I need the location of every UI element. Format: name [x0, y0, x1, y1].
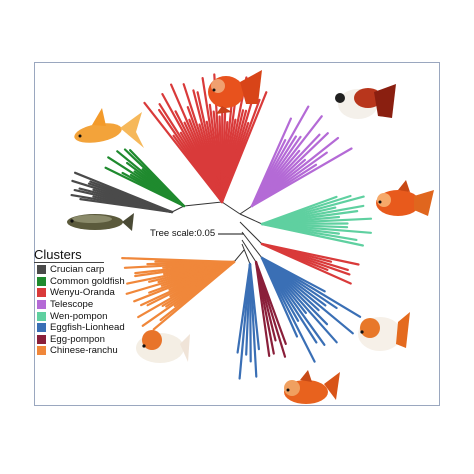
tree-branch	[129, 149, 186, 208]
tree-branch	[73, 171, 174, 214]
tree-spine	[183, 201, 223, 207]
tree-spine	[171, 205, 185, 213]
legend-swatch	[37, 311, 46, 321]
tree-branch	[236, 262, 252, 354]
legend-label: Wenyu-Oranda	[50, 287, 115, 299]
tree-branch	[260, 242, 352, 285]
legend-title: Clusters	[34, 247, 104, 263]
legend-item: Common goldfish	[34, 276, 164, 288]
legend-item: Wen-pompon	[34, 310, 164, 322]
wen-pompon-photo	[376, 180, 434, 216]
legend-swatch	[37, 276, 46, 286]
egg-pompon-photo	[284, 370, 340, 404]
figure-frame	[34, 62, 440, 406]
tree-spine	[241, 239, 257, 263]
crucian-carp-photo	[67, 213, 134, 231]
tree-branch	[260, 256, 299, 338]
tree-spine	[233, 249, 245, 263]
tree-spine	[241, 231, 263, 259]
legend-item: Egg-pompon	[34, 334, 164, 346]
tree-branch	[260, 222, 364, 247]
tree-spine	[239, 221, 263, 245]
legend-item: Eggfish-Lionhead	[34, 322, 164, 334]
legend-item: Wenyu-Oranda	[34, 287, 164, 299]
tree-branch	[250, 147, 353, 208]
legend-swatch	[37, 265, 46, 275]
ranchu-photo	[136, 330, 190, 363]
scale-label: Tree scale:0.05	[150, 228, 216, 239]
tree-branch	[121, 257, 236, 264]
tree-branch	[254, 260, 271, 357]
lionhead-photo	[358, 312, 410, 351]
legend-label: Crucian carp	[50, 264, 105, 276]
tree-branch	[220, 91, 268, 204]
oranda-photo	[208, 70, 262, 114]
legend-item: Crucian carp	[34, 264, 164, 276]
legend-label: Egg-pompon	[50, 333, 105, 345]
tree-spine	[239, 213, 263, 225]
legend-item: Telescope	[34, 299, 164, 311]
legend-swatch	[37, 346, 46, 356]
legend-item: Chinese-ranchu	[34, 345, 164, 357]
legend-label: Common goldfish	[50, 275, 125, 287]
clusters-legend: Clusters Crucian carp Common goldfish Weny…	[34, 246, 164, 357]
legend-swatch	[37, 300, 46, 310]
tree-spine	[241, 243, 251, 265]
legend-label: Chinese-ranchu	[50, 345, 118, 357]
legend-label: Wen-pompon	[50, 310, 108, 322]
legend-label: Telescope	[50, 299, 94, 311]
legend-swatch	[37, 323, 46, 333]
legend-swatch	[37, 334, 46, 344]
tree-spine	[221, 201, 241, 215]
tree-spine	[239, 205, 253, 215]
legend-label: Eggfish-Lionhead	[50, 322, 125, 334]
telescope-photo	[335, 84, 396, 119]
common-goldfish-photo	[74, 108, 144, 148]
legend-swatch	[37, 288, 46, 298]
